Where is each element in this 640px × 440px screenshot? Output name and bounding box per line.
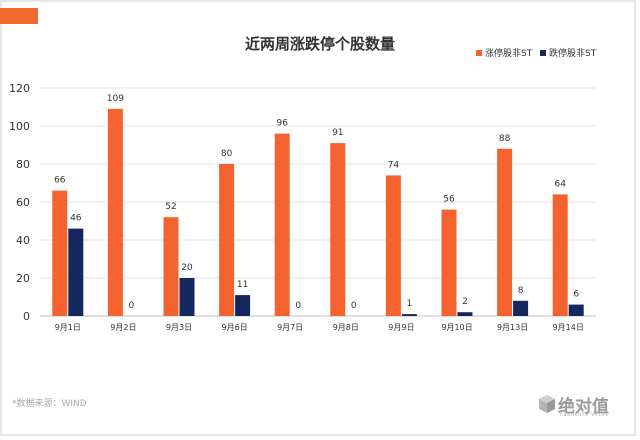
y-tick-label: 100 (9, 120, 30, 133)
bar-limit-up (385, 175, 401, 316)
data-label: 52 (165, 202, 176, 212)
data-label: 0 (295, 301, 301, 311)
bar-limit-down (68, 228, 84, 316)
x-tick-label: 9月9日 (388, 323, 414, 332)
legend-item-limit-down: 跌停股非ST (540, 46, 596, 59)
y-tick-label: 0 (23, 310, 30, 323)
y-tick-label: 60 (16, 196, 30, 209)
bar-limit-up (107, 108, 123, 317)
bar-limit-down (457, 312, 473, 316)
logo-subtitle: ABSOLUTE VALUE (560, 412, 609, 417)
data-label: 109 (107, 94, 124, 104)
data-label: 0 (351, 301, 357, 311)
x-tick-label: 9月6日 (222, 323, 248, 332)
x-tick-label: 9月3日 (166, 323, 192, 332)
legend-item-limit-up: 涨停股非ST (476, 46, 532, 59)
bar-limit-down (179, 278, 195, 316)
x-tick-label: 9月1日 (55, 323, 81, 332)
bar-limit-up (497, 148, 513, 316)
data-label: 0 (129, 301, 135, 311)
brand-logo: 绝对值 ABSOLUTE VALUE (538, 390, 628, 418)
logo-text: 绝对值 (558, 397, 609, 417)
y-tick-label: 120 (9, 82, 30, 95)
bar-limit-up (163, 217, 179, 316)
legend-label-limit-down: 跌停股非ST (549, 49, 597, 59)
legend-label-limit-up: 涨停股非ST (485, 49, 533, 59)
legend-swatch-limit-down (540, 49, 546, 56)
bar-limit-up (441, 209, 457, 316)
data-label: 46 (70, 214, 82, 224)
bar-limit-down (401, 314, 417, 316)
x-tick-label: 9月10日 (441, 323, 472, 332)
bar-limit-up (552, 194, 568, 316)
x-tick-label: 9月8日 (333, 323, 359, 332)
source-note: *数据来源：WIND (12, 399, 87, 409)
data-label: 88 (499, 134, 511, 144)
bar-limit-down (235, 295, 251, 316)
data-label: 6 (573, 290, 579, 300)
x-tick-label: 9月2日 (110, 323, 136, 332)
data-label: 1 (407, 299, 413, 309)
data-label: 8 (518, 286, 524, 296)
bar-limit-up (52, 190, 68, 316)
data-label: 66 (54, 176, 66, 186)
x-tick-label: 9月14日 (553, 323, 584, 332)
bar-limit-down (513, 300, 529, 316)
cube-icon (539, 395, 555, 413)
bar-limit-up (219, 164, 235, 316)
bar-limit-up (330, 143, 346, 316)
data-label: 74 (388, 160, 400, 170)
chart-title: 近两周涨跌停个股数量 (244, 35, 395, 53)
x-tick-label: 9月13日 (497, 323, 528, 332)
data-label: 96 (276, 119, 288, 129)
data-label: 2 (462, 297, 468, 307)
y-tick-label: 20 (16, 272, 30, 285)
data-label: 80 (221, 149, 233, 159)
bar-limit-down (568, 304, 584, 316)
legend-swatch-limit-up (476, 49, 482, 56)
data-label: 20 (181, 263, 193, 273)
data-label: 56 (443, 195, 455, 205)
bar-limit-up (274, 133, 290, 316)
data-label: 91 (332, 128, 343, 138)
data-label: 11 (237, 280, 248, 290)
y-tick-label: 80 (16, 158, 30, 171)
x-tick-label: 9月7日 (277, 323, 303, 332)
accent-bar (0, 8, 38, 24)
data-label: 64 (554, 179, 566, 189)
y-tick-label: 40 (16, 234, 30, 247)
